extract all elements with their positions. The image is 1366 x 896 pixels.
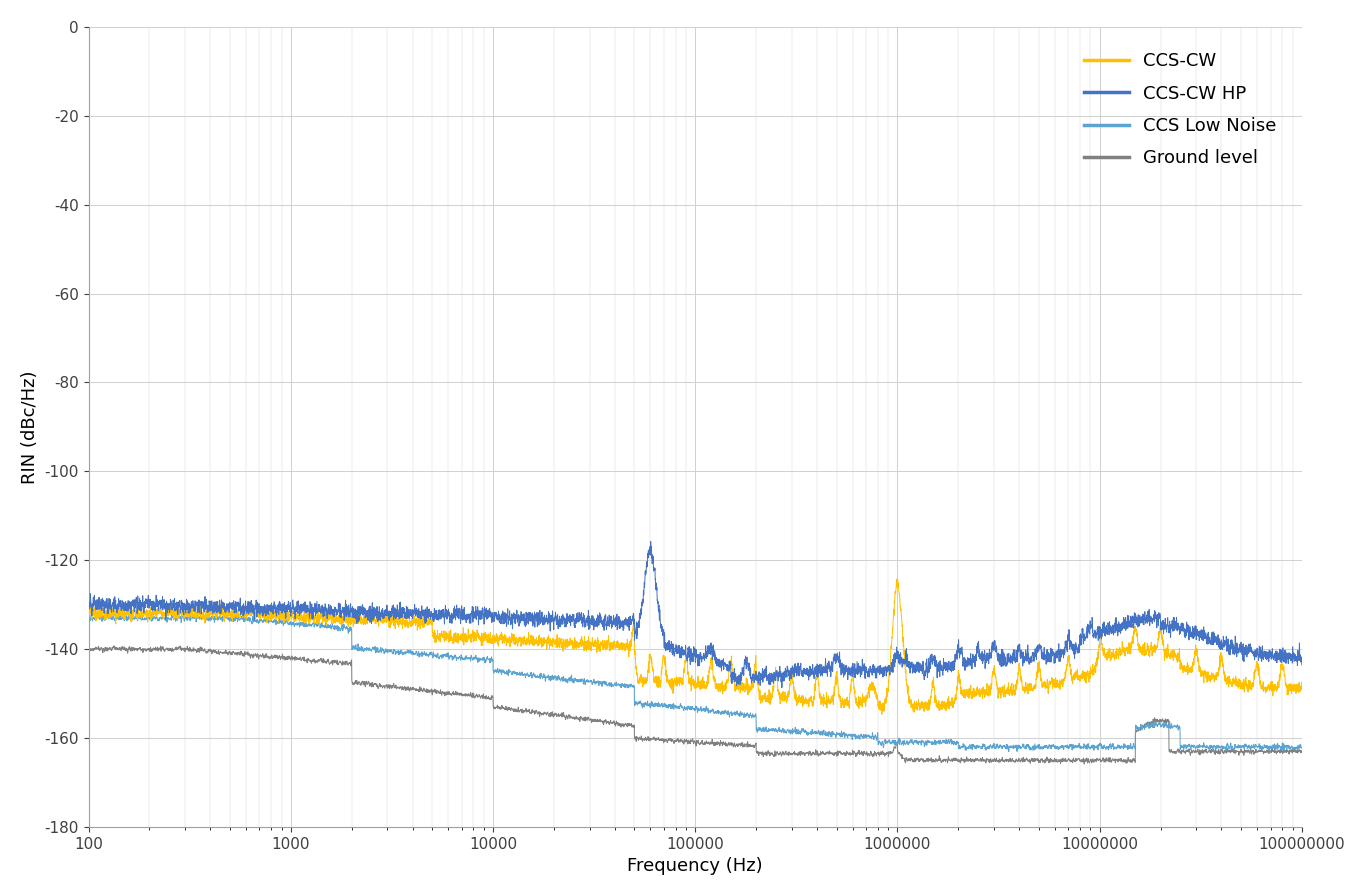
CCS-CW HP [773, 682, 790, 693]
CCS-CW HP [642, 536, 658, 547]
Legend: CCS-CW, CCS-CW HP, CCS Low Noise, Ground level: CCS-CW, CCS-CW HP, CCS Low Noise, Ground… [1076, 45, 1284, 175]
X-axis label: Frequency (Hz): Frequency (Hz) [627, 857, 764, 875]
Y-axis label: RIN (dBc/Hz): RIN (dBc/Hz) [20, 370, 38, 484]
CCS-CW HP [702, 643, 719, 654]
Line: CCS-CW HP: CCS-CW HP [89, 541, 1302, 687]
CCS-CW [818, 689, 835, 700]
CCS-CW [1294, 684, 1310, 694]
CCS-CW HP [1294, 659, 1310, 670]
Line: CCS-CW: CCS-CW [89, 579, 1302, 714]
CCS-CW [145, 607, 161, 618]
CCS-CW [261, 613, 277, 624]
Ground level [719, 740, 735, 751]
CCS Low Noise [1294, 742, 1310, 753]
Ground level [261, 651, 277, 662]
CCS-CW [889, 573, 906, 584]
CCS-CW HP [719, 663, 735, 674]
Ground level [1076, 759, 1093, 770]
Line: CCS Low Noise: CCS Low Noise [89, 614, 1302, 752]
Ground level [395, 683, 411, 694]
CCS-CW HP [395, 602, 411, 613]
Ground level [818, 748, 835, 759]
CCS Low Noise [818, 730, 835, 741]
CCS-CW [81, 614, 97, 625]
CCS-CW [702, 663, 719, 674]
Ground level [107, 641, 123, 651]
CCS-CW HP [261, 607, 277, 618]
CCS-CW HP [818, 662, 835, 673]
CCS-CW [395, 624, 411, 634]
Ground level [81, 642, 97, 652]
CCS Low Noise [81, 616, 97, 627]
CCS Low Noise [145, 614, 161, 625]
CCS Low Noise [101, 608, 117, 619]
Line: Ground level: Ground level [89, 646, 1302, 764]
Ground level [145, 644, 161, 655]
CCS-CW [874, 709, 891, 719]
CCS-CW HP [81, 602, 97, 613]
CCS Low Noise [702, 706, 719, 717]
Ground level [1294, 746, 1310, 757]
CCS Low Noise [719, 707, 735, 718]
CCS-CW [719, 675, 735, 685]
Ground level [702, 738, 719, 749]
CCS Low Noise [395, 650, 411, 660]
CCS Low Noise [1000, 746, 1016, 757]
CCS Low Noise [261, 618, 277, 629]
CCS-CW HP [145, 604, 161, 615]
